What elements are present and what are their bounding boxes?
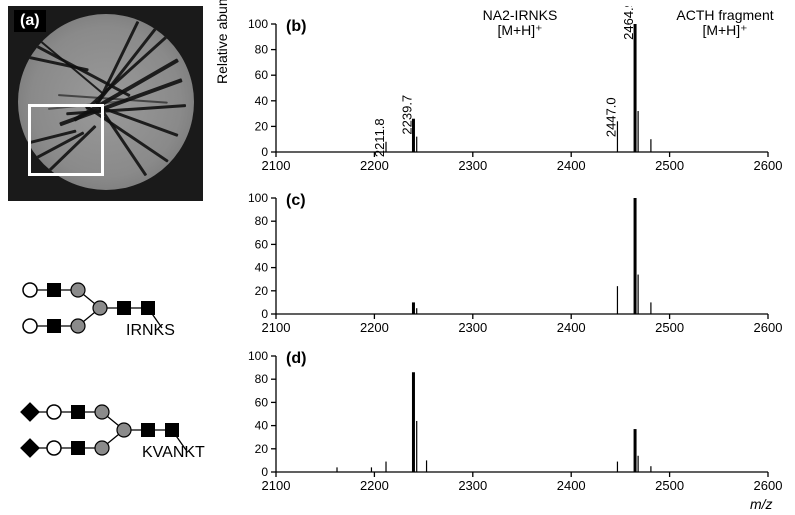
svg-text:20: 20 — [255, 284, 269, 298]
y-axis-label: Relative abundance — [214, 0, 230, 84]
spectrum-panel-b: 0 20 40 60 80 100 2100 2200 2300 2400 2500 2600 2211… — [230, 6, 782, 178]
svg-text:2200: 2200 — [360, 478, 389, 493]
svg-text:100: 100 — [248, 191, 268, 205]
panel-letter-b: (b) — [286, 18, 306, 36]
svg-text:2300: 2300 — [458, 158, 487, 173]
svg-text:2400: 2400 — [557, 478, 586, 493]
svg-text:60: 60 — [255, 237, 269, 251]
svg-text:2400: 2400 — [557, 158, 586, 173]
svg-text:20: 20 — [255, 119, 269, 133]
svg-text:40: 40 — [255, 261, 269, 275]
svg-text:80: 80 — [255, 214, 269, 228]
svg-text:2500: 2500 — [655, 158, 684, 173]
spectra-area: Relative abundance NA2-IRNKS [M+H]⁺ ACTH… — [230, 6, 782, 506]
svg-text:40: 40 — [255, 419, 269, 433]
svg-text:80: 80 — [255, 43, 269, 57]
glycan-bottom: KVANKT — [18, 398, 218, 478]
svg-text:100: 100 — [248, 349, 268, 363]
svg-text:2447.0: 2447.0 — [603, 97, 618, 137]
panel-letter-c: (c) — [286, 192, 306, 210]
mz-label: m/z — [750, 496, 773, 512]
svg-text:40: 40 — [255, 94, 269, 108]
svg-text:2239.7: 2239.7 — [399, 95, 414, 135]
svg-text:2500: 2500 — [655, 320, 684, 335]
glycan-bottom-label: KVANKT — [142, 444, 205, 462]
svg-text:2400: 2400 — [557, 320, 586, 335]
panel-a-image: (a) — [8, 6, 203, 201]
panel-a-label: (a) — [14, 10, 46, 32]
glycan-top: IRNKS — [18, 276, 218, 356]
svg-text:2100: 2100 — [262, 320, 291, 335]
svg-text:2211.8: 2211.8 — [372, 118, 387, 157]
svg-text:20: 20 — [255, 442, 269, 456]
panel-letter-d: (d) — [286, 350, 306, 368]
svg-text:100: 100 — [248, 17, 268, 31]
svg-text:2500: 2500 — [655, 478, 684, 493]
svg-text:2300: 2300 — [458, 478, 487, 493]
svg-text:0: 0 — [261, 307, 268, 321]
svg-text:80: 80 — [255, 372, 269, 386]
svg-text:2600: 2600 — [754, 320, 782, 335]
figure: (a) IRNKS — [0, 0, 795, 515]
svg-text:2600: 2600 — [754, 478, 782, 493]
roi-box — [28, 104, 104, 176]
svg-text:2200: 2200 — [360, 320, 389, 335]
svg-text:60: 60 — [255, 395, 269, 409]
spectrum-panel-c: 0 20 40 60 80 100 2100 2200 2300 2400 2500 2600 (c) — [230, 180, 782, 336]
svg-text:2600: 2600 — [754, 158, 782, 173]
svg-text:0: 0 — [261, 465, 268, 479]
svg-text:0: 0 — [261, 145, 268, 159]
svg-text:2464.9: 2464.9 — [621, 6, 636, 40]
glycan-top-label: IRNKS — [126, 322, 175, 340]
spectrum-panel-d: 0 20 40 60 80 100 2100 2200 2300 2400 2500 2600 (d) — [230, 338, 782, 498]
svg-text:2200: 2200 — [360, 158, 389, 173]
svg-text:2100: 2100 — [262, 478, 291, 493]
svg-text:2100: 2100 — [262, 158, 291, 173]
svg-text:60: 60 — [255, 68, 269, 82]
svg-text:2300: 2300 — [458, 320, 487, 335]
